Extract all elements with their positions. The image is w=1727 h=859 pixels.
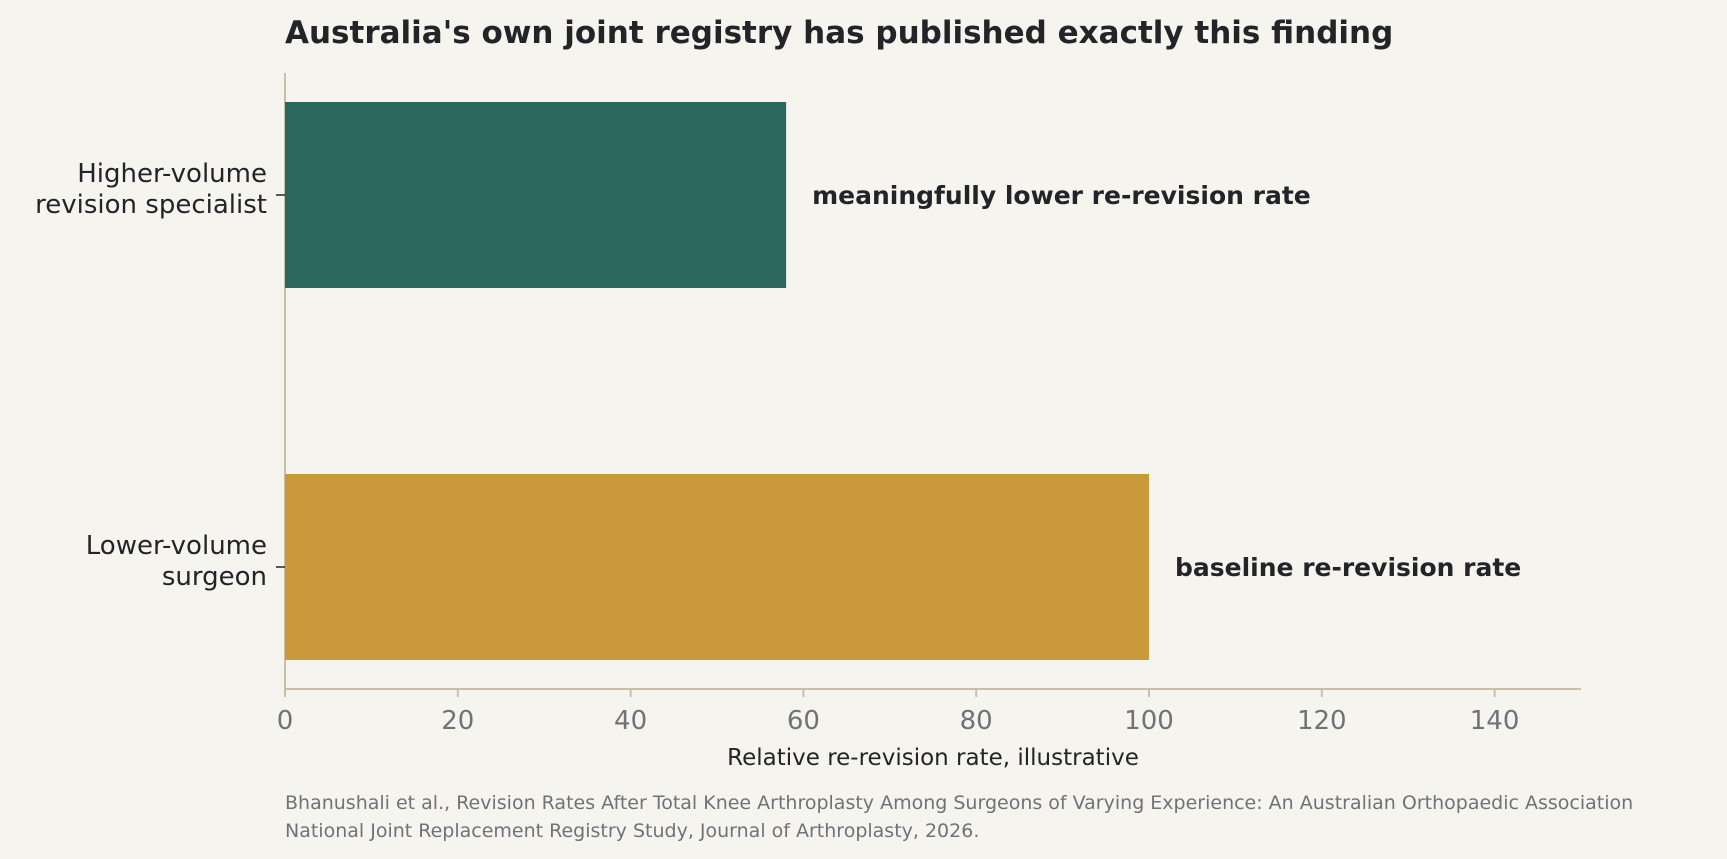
source-note: Bhanushali et al., Revision Rates After …: [285, 792, 1633, 842]
x-ticks: 0 20 40 60 80 100 120 140: [277, 689, 1520, 736]
source-line: National Joint Replacement Registry Stud…: [285, 820, 979, 842]
x-tick-label: 80: [960, 706, 993, 736]
x-tick-label: 100: [1124, 706, 1174, 736]
bar-value-label: meaningfully lower re-revision rate: [812, 181, 1311, 210]
x-tick-label: 20: [441, 706, 474, 736]
category-labels: Higher-volume revision specialist Lower-vo…: [35, 159, 267, 592]
x-tick-label: 40: [614, 706, 647, 736]
category-label: Lower-volume surgeon: [86, 531, 267, 592]
bar: [285, 102, 787, 288]
chart-title: Australia's own joint registry has publi…: [285, 15, 1393, 51]
bar-value-label: baseline re-revision rate: [1175, 553, 1521, 582]
bar: [285, 474, 1149, 660]
source-line: Bhanushali et al., Revision Rates After …: [285, 792, 1633, 814]
x-tick-label: 0: [277, 706, 294, 736]
x-tick-label: 140: [1470, 706, 1520, 736]
bars: [285, 102, 1149, 660]
x-axis-title: Relative re-revision rate, illustrative: [727, 745, 1139, 771]
x-tick-label: 60: [787, 706, 820, 736]
x-tick-label: 120: [1297, 706, 1347, 736]
category-label: Higher-volume revision specialist: [35, 159, 267, 220]
bar-labels: meaningfully lower re-revision rate basel…: [812, 181, 1521, 582]
